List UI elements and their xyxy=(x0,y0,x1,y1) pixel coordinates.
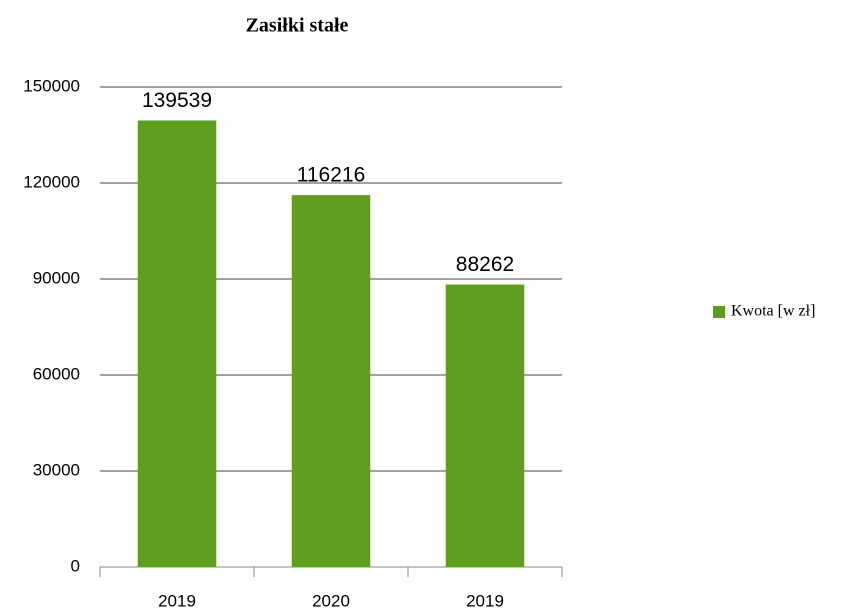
data-label: 139539 xyxy=(142,89,212,112)
bar xyxy=(137,120,217,568)
data-label: 116216 xyxy=(297,164,366,187)
legend-swatch xyxy=(713,306,725,318)
bar xyxy=(445,284,525,567)
x-tick-label: 2019 xyxy=(466,591,504,608)
y-tick-label: 120000 xyxy=(23,172,80,191)
y-tick-label: 0 xyxy=(71,556,80,575)
data-label: 88262 xyxy=(456,253,514,276)
x-tick-label: 2020 xyxy=(312,591,350,608)
y-tick-label: 30000 xyxy=(33,460,80,479)
x-tick-label: 2019 xyxy=(158,591,196,608)
chart-title: Zasiłki stałe xyxy=(246,15,349,37)
bar xyxy=(291,195,371,567)
y-tick-label: 90000 xyxy=(33,268,80,287)
y-tick-label: 150000 xyxy=(23,76,80,95)
y-tick-label: 60000 xyxy=(33,364,80,383)
legend-label: Kwota [w zł] xyxy=(731,303,815,320)
